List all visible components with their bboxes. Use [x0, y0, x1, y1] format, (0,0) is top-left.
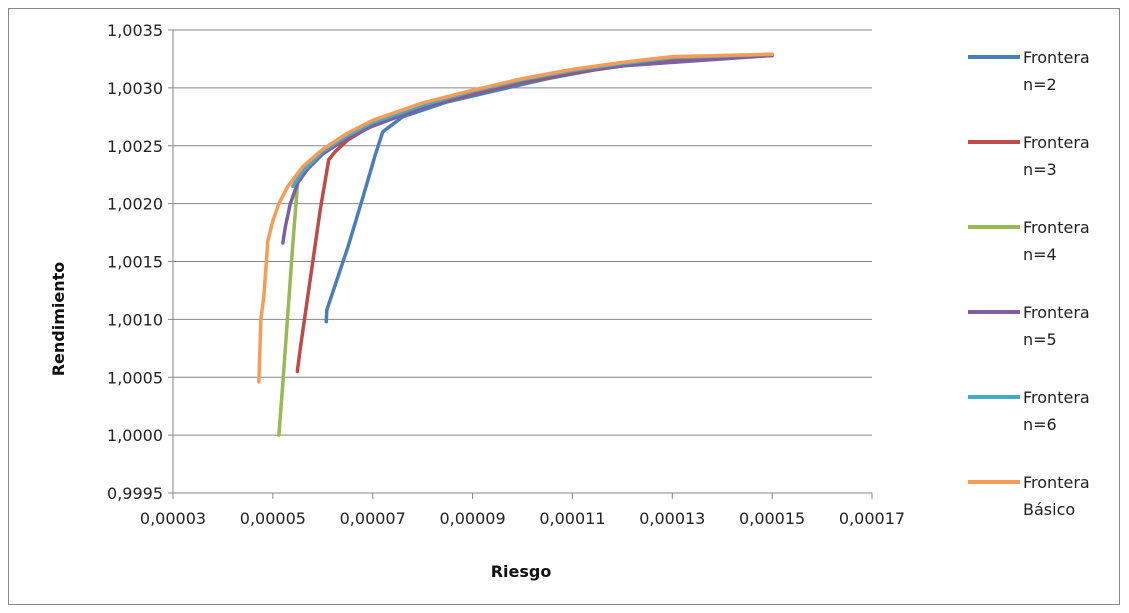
legend-entry-2: Frontera n=3: [968, 133, 1090, 179]
legend-label: Frontera: [1023, 473, 1090, 492]
x-tick-label: 0,00007: [340, 509, 406, 528]
x-tick-label: 0,00017: [839, 509, 905, 528]
series-line-5: [291, 52, 774, 189]
series-layer: [257, 52, 774, 437]
x-tick-label: 0,00011: [539, 509, 605, 528]
legend-label: Básico: [1023, 500, 1075, 519]
series-line-4: [281, 53, 774, 245]
x-tick-label: 0,00005: [240, 509, 306, 528]
legend-label: n=3: [1023, 160, 1057, 179]
gridlines: [173, 29, 872, 436]
axes: [168, 29, 873, 499]
x-tick-label: 0,00013: [639, 509, 705, 528]
x-tick-label: 0,00003: [140, 509, 206, 528]
legend-entry-4: Frontera n=5: [968, 303, 1090, 349]
series-line-3: [277, 178, 300, 437]
legend-label: Frontera: [1023, 48, 1090, 67]
x-tick-labels: 0,00003 0,00005 0,00007 0,00009 0,00011 0,000…: [140, 509, 905, 528]
legend-label: n=5: [1023, 330, 1057, 349]
x-tick-label: 0,00015: [739, 509, 805, 528]
y-tick-label: 1,0015: [107, 253, 163, 272]
series-line-1: [324, 53, 774, 324]
y-tick-label: 1,0005: [107, 368, 163, 387]
legend-entry-6: Frontera Básico: [968, 473, 1090, 519]
y-tick-label: 1,0035: [107, 21, 163, 40]
series-line-2: [295, 53, 774, 374]
legend-entry-1: Frontera n=2: [968, 48, 1090, 94]
legend: Fronteran=2Fronteran=3Fronteran=4Fronter…: [968, 48, 1090, 519]
y-tick-label: 1,0020: [107, 195, 163, 214]
legend-entry-3: Frontera n=4: [968, 218, 1090, 264]
legend-entry-5: Frontera n=6: [968, 388, 1090, 434]
legend-label: n=6: [1023, 415, 1057, 434]
x-axis-title: Riesgo: [491, 562, 552, 581]
legend-label: Frontera: [1023, 133, 1090, 152]
y-tick-label: 1,0030: [107, 79, 163, 98]
y-axis-title: Rendimiento: [49, 262, 68, 377]
x-tick-label: 0,00009: [439, 509, 505, 528]
legend-label: Frontera: [1023, 388, 1090, 407]
y-tick-label: 0,9995: [107, 484, 163, 503]
y-tick-label: 1,0025: [107, 137, 163, 156]
y-tick-label: 1,0000: [107, 426, 163, 445]
y-tick-label: 1,0010: [107, 310, 163, 329]
series-line-6: [257, 52, 774, 384]
chart-frame: [8, 8, 1120, 605]
legend-label: n=4: [1023, 245, 1057, 264]
y-tick-labels: 0,9995 1,0000 1,0005 1,0010 1,0015 1,0020 1,00…: [107, 21, 163, 503]
legend-label: n=2: [1023, 75, 1057, 94]
legend-label: Frontera: [1023, 303, 1090, 322]
legend-label: Frontera: [1023, 218, 1090, 237]
